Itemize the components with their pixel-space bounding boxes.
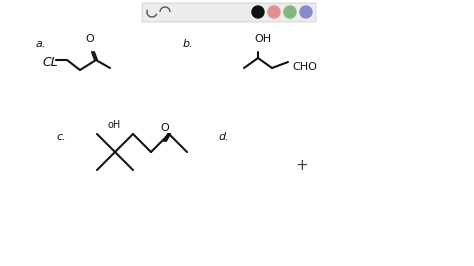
- Text: CL: CL: [42, 56, 58, 69]
- Text: CHO: CHO: [292, 62, 317, 72]
- Text: OH: OH: [254, 34, 271, 44]
- Text: oH: oH: [108, 120, 121, 130]
- Text: a.: a.: [36, 39, 46, 49]
- FancyBboxPatch shape: [142, 3, 316, 22]
- Text: c.: c.: [56, 132, 65, 142]
- Circle shape: [252, 6, 264, 18]
- Circle shape: [284, 6, 296, 18]
- Circle shape: [300, 6, 312, 18]
- Text: O: O: [161, 123, 169, 133]
- Text: +: +: [295, 158, 308, 173]
- Circle shape: [268, 6, 280, 18]
- Text: b.: b.: [183, 39, 193, 49]
- Text: d.: d.: [218, 132, 228, 142]
- Text: O: O: [86, 34, 94, 44]
